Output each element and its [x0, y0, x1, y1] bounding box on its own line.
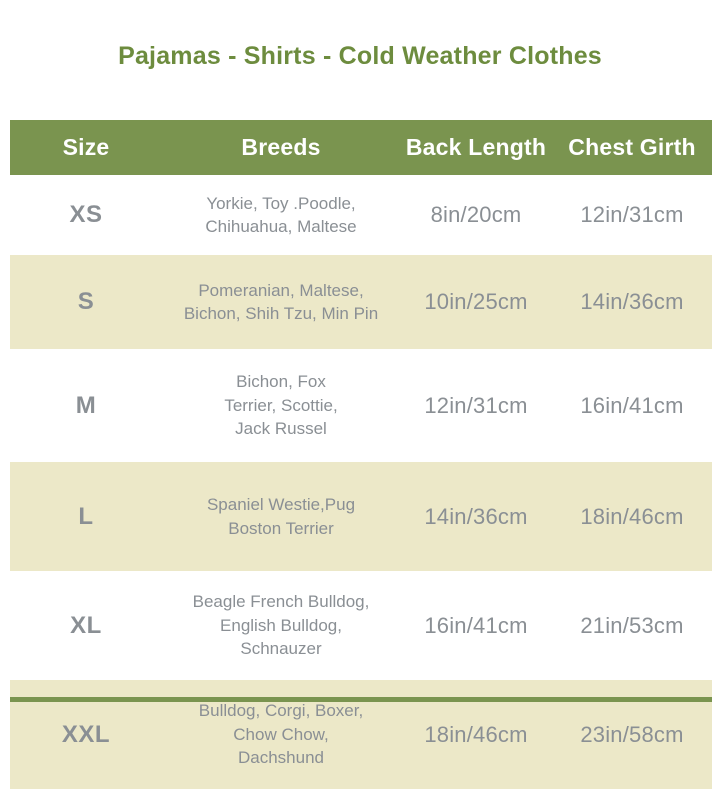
breeds-line: Spaniel Westie,Pug: [206, 495, 356, 515]
cell-back-length: 10in/25cm: [424, 289, 528, 314]
cell-size: L: [78, 502, 94, 530]
column-header-breeds: Breeds: [162, 120, 400, 175]
breeds-line: Pomeranian, Maltese,: [198, 280, 364, 300]
breeds-line: Bichon, Fox: [236, 372, 326, 392]
cell-back-length: 8in/20cm: [430, 202, 522, 227]
breeds-line: Bulldog, Corgi, Boxer,: [198, 701, 364, 721]
breeds-line: Beagle French Bulldog,: [192, 592, 370, 612]
table-bottom-rule: [10, 697, 712, 702]
breeds-line: Jack Russel: [235, 419, 327, 439]
cell-back-length: 16in/41cm: [424, 612, 528, 638]
table-header-row: Size Breeds Back Length Chest Girth: [10, 120, 712, 175]
size-chart-page: Pajamas - Shirts - Cold Weather Clothes …: [10, 42, 712, 789]
cell-chest-girth: 14in/36cm: [580, 289, 684, 314]
cell-size: XS: [69, 201, 103, 228]
cell-breeds: Beagle French Bulldog, English Bulldog, Sc…: [162, 571, 400, 680]
table-row: M Bichon, Fox Terrier, Scottie, Jack Russel…: [10, 349, 712, 462]
table-row: L Spaniel Westie,Pug Boston Terrier 14in/36…: [10, 462, 712, 571]
breeds-line: Bichon, Shih Tzu, Min Pin: [183, 304, 379, 323]
column-header-chest-girth: Chest Girth: [552, 120, 712, 175]
size-chart-table: Size Breeds Back Length Chest Girth XS Yo…: [10, 120, 712, 789]
cell-breeds: Bichon, Fox Terrier, Scottie, Jack Russel: [162, 349, 400, 462]
cell-breeds: Yorkie, Toy .Poodle, Chihuahua, Maltese: [162, 175, 400, 255]
cell-back-length: 12in/31cm: [424, 392, 528, 418]
cell-chest-girth: 16in/41cm: [580, 392, 684, 418]
cell-breeds: Spaniel Westie,Pug Boston Terrier: [162, 462, 400, 571]
breeds-line: Chihuahua, Maltese: [205, 217, 357, 236]
cell-chest-girth: 12in/31cm: [580, 202, 684, 227]
breeds-line: Dachshund: [237, 748, 324, 768]
breeds-line: Schnauzer: [240, 639, 322, 659]
cell-size: M: [75, 391, 97, 419]
table-row: S Pomeranian, Maltese, Bichon, Shih Tzu, M…: [10, 255, 712, 349]
column-header-size: Size: [10, 120, 162, 175]
cell-chest-girth: 21in/53cm: [580, 612, 684, 638]
cell-size: XL: [70, 611, 102, 639]
cell-chest-girth: 18in/46cm: [580, 503, 684, 529]
column-header-back-length: Back Length: [400, 120, 552, 175]
breeds-line: English Bulldog,: [220, 615, 342, 635]
breeds-line: Yorkie, Toy .Poodle,: [206, 193, 356, 213]
breeds-line: Terrier, Scottie,: [224, 395, 338, 415]
cell-breeds: Pomeranian, Maltese, Bichon, Shih Tzu, Mi…: [162, 255, 400, 349]
cell-back-length: 14in/36cm: [424, 503, 528, 529]
table-row: XL Beagle French Bulldog, English Bulldog,…: [10, 571, 712, 680]
table-header: Size Breeds Back Length Chest Girth: [10, 120, 712, 175]
table-row: XS Yorkie, Toy .Poodle, Chihuahua, Maltese…: [10, 175, 712, 255]
cell-size: S: [77, 288, 95, 315]
page-title: Pajamas - Shirts - Cold Weather Clothes: [118, 42, 602, 70]
breeds-line: Boston Terrier: [228, 518, 334, 538]
breeds-line: Chow Chow,: [233, 724, 329, 744]
